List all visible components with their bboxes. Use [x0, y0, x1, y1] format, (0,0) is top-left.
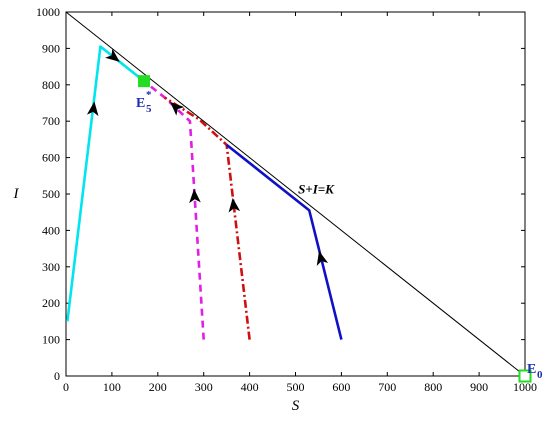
x-tick-label: 800 — [424, 380, 442, 394]
arrowhead-icon — [170, 101, 185, 116]
x-tick-label: 600 — [332, 380, 350, 394]
y-tick-label: 800 — [42, 78, 60, 92]
axes: 0 100 200 300 400 500 600 700 800 900 1000 0 100 200 3… — [36, 5, 537, 394]
y-axis-title: I — [13, 186, 20, 202]
trajectory-3 — [225, 143, 343, 340]
y-tick-label: 200 — [42, 296, 60, 310]
y-tick-label: 300 — [42, 260, 60, 274]
trajectories — [65, 11, 526, 377]
direction-arrows — [86, 48, 329, 266]
equilibrium-subscript: 0 — [537, 369, 543, 381]
direction-arrow — [86, 101, 99, 117]
direction-arrow — [228, 197, 241, 213]
y-tick-label: 400 — [42, 223, 60, 237]
y-tick-label: 500 — [42, 187, 60, 201]
equilibrium-label: E — [527, 362, 536, 377]
y-tick-label: 1000 — [36, 5, 60, 19]
isocline-annotation: S+I=K — [298, 181, 335, 196]
direction-arrow — [170, 101, 185, 116]
y-tick-label: 900 — [42, 41, 60, 55]
labels: S I S+I=K — [13, 181, 336, 414]
direction-arrow — [105, 48, 120, 62]
direction-arrow — [189, 188, 201, 204]
trajectory-1 — [143, 80, 205, 340]
equilibrium-marker — [138, 75, 151, 88]
arrowhead-icon — [316, 250, 329, 266]
direction-arrow — [316, 250, 329, 266]
x-tick-label: 400 — [241, 380, 259, 394]
x-tick-label: 200 — [149, 380, 167, 394]
trajectory-0 — [66, 45, 145, 322]
x-tick-label: 100 — [103, 380, 121, 394]
arrowhead-icon — [189, 188, 201, 204]
isocline-line — [65, 11, 526, 377]
y-tick-label: 600 — [42, 151, 60, 165]
y-tick-label: 700 — [42, 114, 60, 128]
x-tick-label: 700 — [378, 380, 396, 394]
x-tick-label: 1000 — [513, 380, 537, 394]
equilibrium-label: E — [136, 96, 145, 111]
x-tick-label: 500 — [287, 380, 305, 394]
x-axis-title: S — [292, 398, 300, 414]
y-tick-label: 100 — [42, 333, 60, 347]
arrowhead-icon — [228, 197, 241, 213]
trajectory-2 — [163, 96, 251, 340]
equilibrium-subscript: 5 — [146, 103, 152, 115]
equilibrium-superscript: * — [146, 89, 152, 101]
arrowhead-icon — [86, 101, 99, 117]
x-tick-label: 900 — [470, 380, 488, 394]
x-tick-label: 300 — [195, 380, 213, 394]
y-tick-label: 0 — [54, 369, 60, 383]
equilibrium-marker — [518, 369, 532, 383]
arrowhead-icon — [105, 48, 120, 62]
x-tick-label: 0 — [63, 380, 69, 394]
equilibrium-markers: E*5E 0 — [136, 75, 543, 383]
